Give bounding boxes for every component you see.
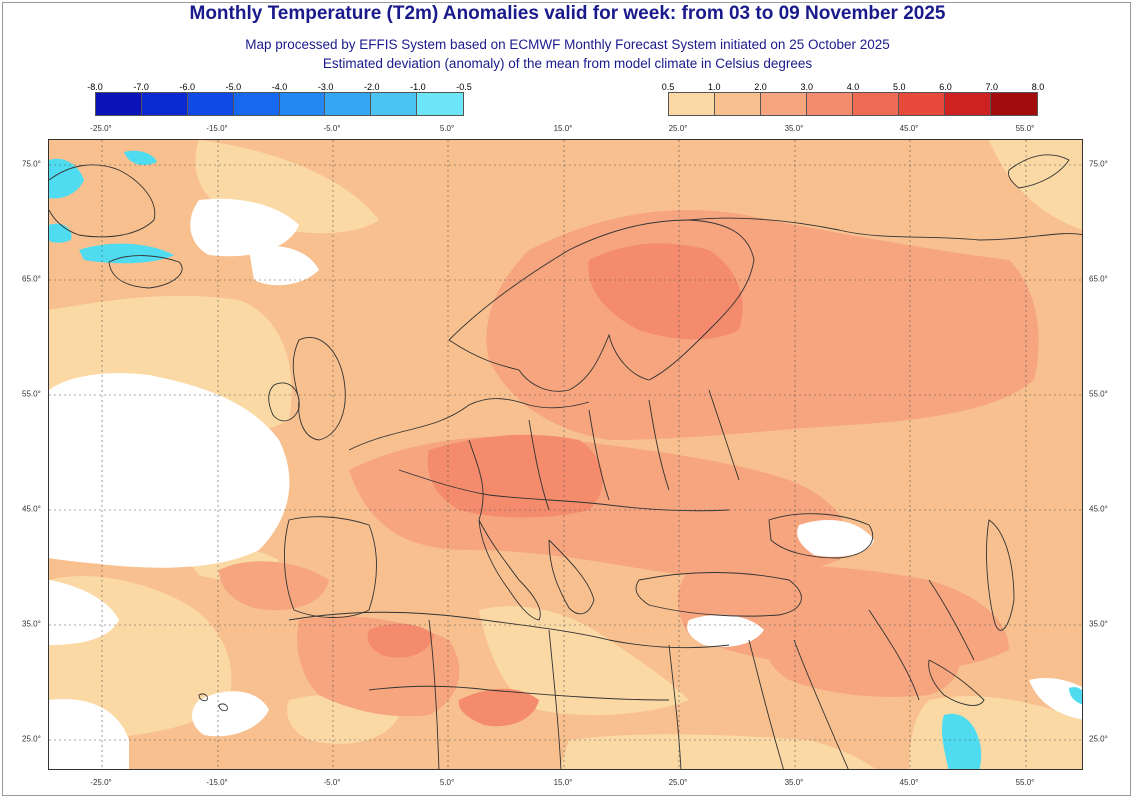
longitude-label: -25.0° [90, 778, 112, 787]
longitude-label: 55.0° [1015, 778, 1035, 787]
colorbar-positive-label: 2.0 [754, 82, 767, 92]
colorbar-negative-label: -8.0 [87, 82, 103, 92]
anomaly-strong-regions [367, 243, 743, 727]
colorbar-positive-swatch [761, 93, 807, 115]
latitude-label: 55.0° [22, 389, 41, 399]
latitude-label: 75.0° [22, 159, 41, 169]
colorbar-positive-label: 1.0 [707, 82, 721, 92]
colorbar-negative-label: -0.5 [456, 82, 472, 92]
colorbar-negative-swatch [279, 93, 326, 115]
colorbar-negative-label: -1.0 [410, 82, 426, 92]
latitude-label: 65.0° [1089, 274, 1108, 284]
longitude-label: 45.0° [899, 124, 919, 133]
latitude-label: 65.0° [22, 274, 41, 284]
colorbar-negative-label: -7.0 [133, 82, 149, 92]
longitude-label: -5.0° [323, 124, 341, 133]
latitude-label: 75.0° [1089, 159, 1108, 169]
colorbar-positive-label: 5.0 [892, 82, 906, 92]
colorbar-positive-swatch [991, 93, 1037, 115]
latitude-label: 25.0° [22, 734, 41, 744]
colorbar-negative-swatch [96, 93, 142, 115]
anomaly-neutral-regions [49, 198, 1082, 769]
colorbar-negative-swatch [233, 93, 280, 115]
longitude-label: -5.0° [323, 778, 341, 787]
colorbar-negative-label: -5.0 [225, 82, 242, 92]
map-subtitle-source: Map processed by EFFIS System based on E… [245, 37, 890, 52]
longitude-label: 25.0° [668, 124, 688, 133]
latitude-label: 35.0° [22, 619, 41, 629]
colorbar-negative-swatch [325, 93, 372, 115]
colorbar-positive-label: 3.0 [800, 82, 814, 92]
colorbar-negative-label: -6.0 [179, 82, 196, 92]
colorbar-positive-label: 6.0 [939, 82, 952, 92]
colorbar-positive-swatch [807, 93, 853, 115]
colorbar-negative-label: -4.0 [271, 82, 288, 92]
longitude-label: -25.0° [90, 124, 112, 133]
longitude-label: 25.0° [668, 778, 688, 787]
longitude-label: 35.0° [784, 124, 804, 133]
colorbar-negative-swatch [141, 93, 188, 115]
colorbar-positive-swatch [669, 93, 715, 115]
anomaly-map [48, 139, 1083, 770]
colorbar-positive-swatch [945, 93, 991, 115]
longitude-label: 45.0° [899, 778, 919, 787]
longitude-label: 5.0° [439, 778, 455, 787]
colorbar-positive-label: 4.0 [846, 82, 860, 92]
colorbar-positive-label: 0.5 [661, 82, 675, 92]
anomaly-cold-regions [49, 150, 1082, 769]
colorbar-negative-swatch [371, 93, 418, 115]
latitude-label: 45.0° [22, 504, 41, 514]
longitude-label: 55.0° [1015, 124, 1035, 133]
longitude-label: -15.0° [206, 124, 228, 133]
longitude-label: 5.0° [439, 124, 455, 133]
colorbar-negative-swatch [417, 93, 463, 115]
colorbar-positive-swatch [853, 93, 899, 115]
map-title: Monthly Temperature (T2m) Anomalies vali… [189, 3, 946, 24]
colorbar-positive-label: 8.0 [1031, 82, 1045, 92]
latitude-label: 25.0° [1089, 734, 1108, 744]
map-subtitle-description: Estimated deviation (anomaly) of the mea… [322, 56, 813, 71]
colorbar-positive-swatch [715, 93, 761, 115]
longitude-label: 15.0° [553, 778, 573, 787]
lat-lon-graticule [49, 140, 1082, 769]
latitude-label: 35.0° [1089, 619, 1108, 629]
colorbar-negative-label: -3.0 [317, 82, 334, 92]
longitude-label: 35.0° [784, 778, 804, 787]
latitude-label: 55.0° [1089, 389, 1108, 399]
coastline-outlines [49, 154, 1082, 769]
colorbar-positive-swatch [899, 93, 945, 115]
longitude-label: 15.0° [553, 124, 573, 133]
colorbar-negative-label: -2.0 [363, 82, 380, 92]
latitude-label: 45.0° [1089, 504, 1108, 514]
colorbar-positive [668, 92, 1038, 116]
colorbar-negative-swatch [187, 93, 234, 115]
longitude-label: -15.0° [206, 778, 228, 787]
colorbar-negative [95, 92, 464, 116]
colorbar-positive-label: 7.0 [985, 82, 999, 92]
